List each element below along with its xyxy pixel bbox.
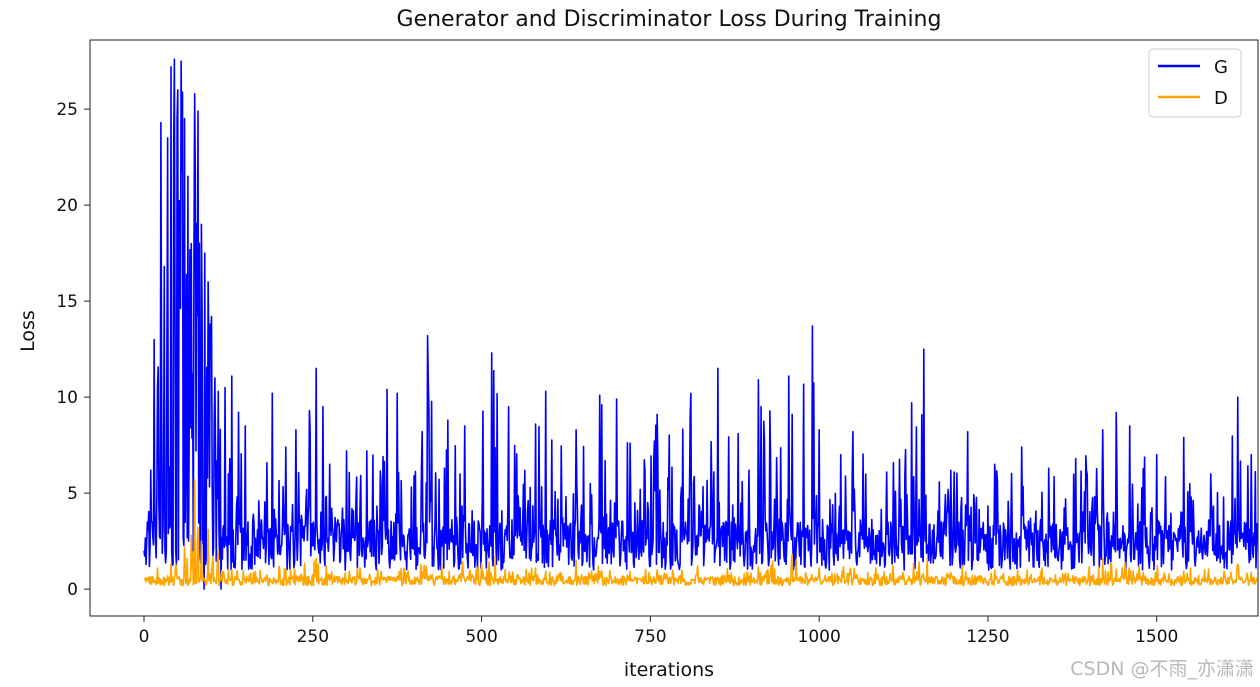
watermark: CSDN @不雨_亦潇潇 <box>1070 658 1254 680</box>
x-tick-label: 1500 <box>1135 627 1178 647</box>
x-axis: 0 250 500 750 1000 1250 1500 <box>139 616 1178 647</box>
chart-title: Generator and Discriminator Loss During … <box>397 7 942 32</box>
y-tick-label: 0 <box>67 580 78 600</box>
y-tick-label: 20 <box>56 196 78 216</box>
x-tick-label: 1250 <box>966 627 1009 647</box>
series-layer <box>143 58 1259 590</box>
x-tick-label: 250 <box>297 627 329 647</box>
series-line-d <box>143 478 1258 587</box>
y-tick-label: 10 <box>56 388 78 408</box>
y-axis-label: Loss <box>17 310 39 352</box>
x-tick-label: 500 <box>465 627 497 647</box>
series-line-g <box>143 58 1259 590</box>
legend-label-d: D <box>1214 88 1228 109</box>
x-axis-label: iterations <box>624 659 714 681</box>
x-tick-label: 0 <box>139 627 150 647</box>
x-tick-label: 750 <box>634 627 666 647</box>
y-tick-label: 25 <box>56 100 78 120</box>
y-tick-label: 15 <box>56 292 78 312</box>
x-tick-label: 1000 <box>798 627 841 647</box>
legend: G D <box>1148 48 1242 118</box>
y-axis: 0 5 10 15 20 25 <box>56 100 90 600</box>
y-tick-label: 5 <box>67 484 78 504</box>
legend-label-g: G <box>1214 57 1228 78</box>
